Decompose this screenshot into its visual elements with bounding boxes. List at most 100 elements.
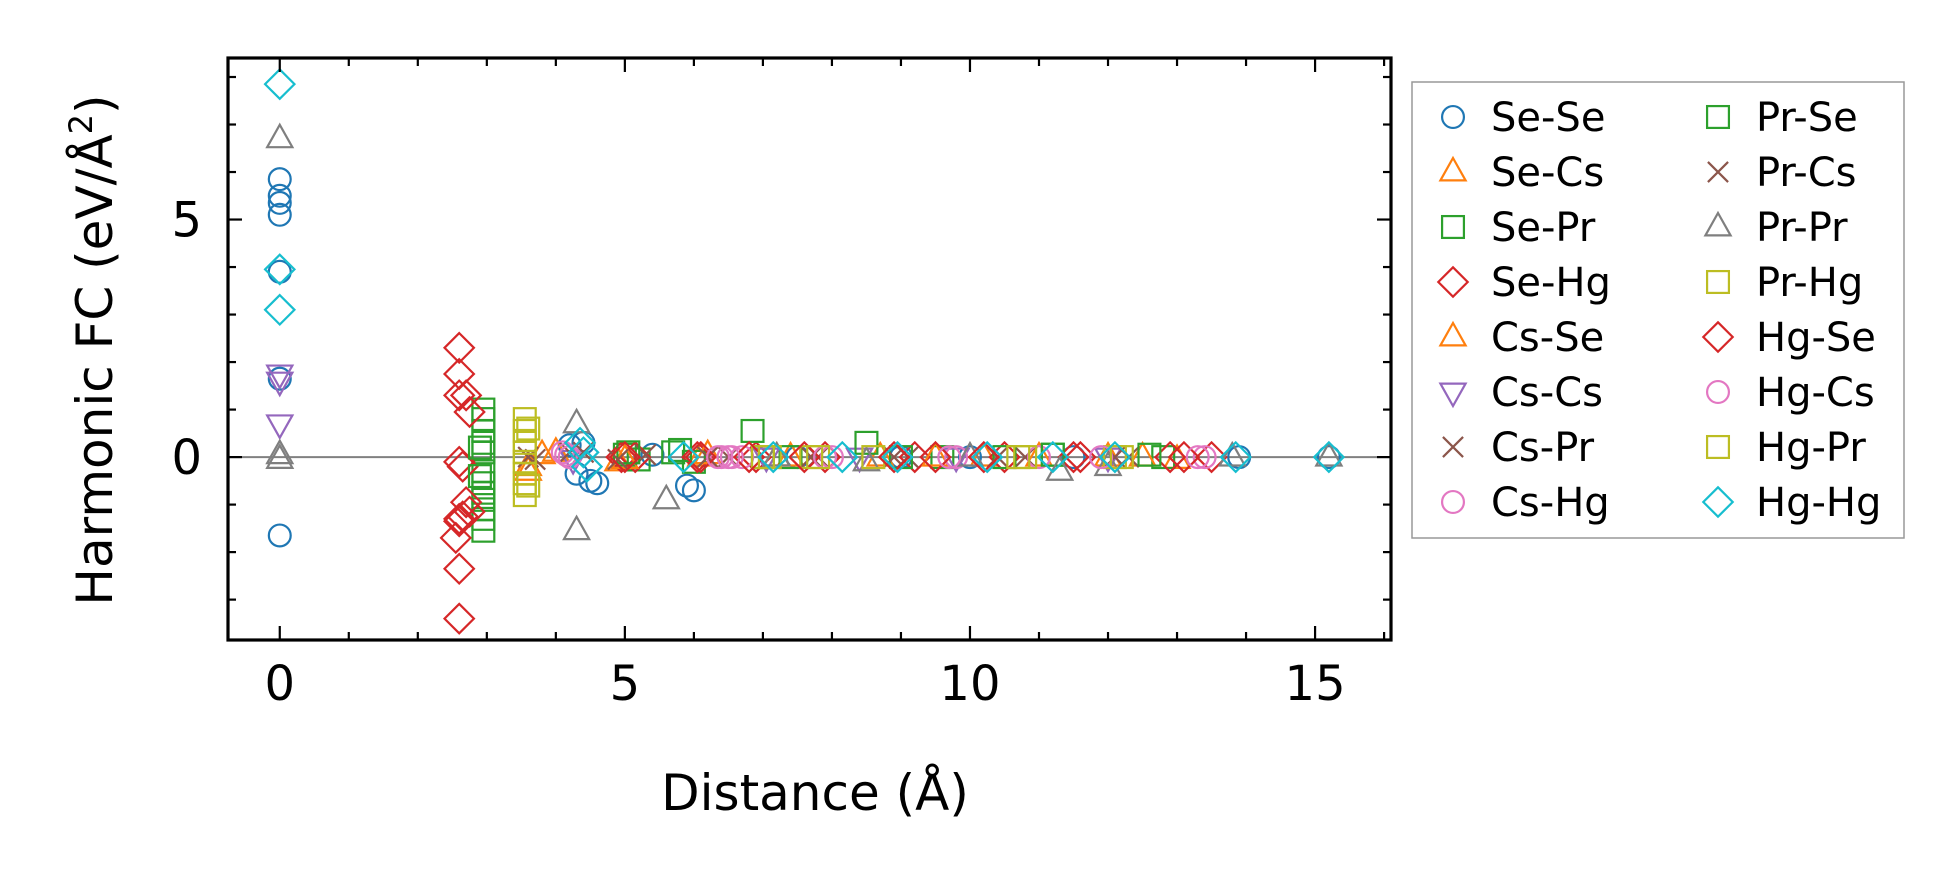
series-hg-cs: [554, 442, 1210, 470]
x-tick-label: 5: [610, 656, 641, 712]
legend-marker-pr-cs: [1707, 161, 1729, 183]
point-hg-cs: [716, 445, 741, 470]
point-hg-hg: [263, 293, 297, 327]
x-tick-label: 15: [1285, 656, 1346, 712]
legend-marker-hg-cs: [1705, 379, 1731, 405]
legend-marker-hg-hg: [1701, 485, 1735, 519]
point-cs-cs: [265, 364, 295, 391]
point-hg-se: [967, 440, 1001, 474]
point-hg-cs: [1185, 445, 1210, 470]
point-cs-hg: [730, 445, 755, 470]
point-pr-se: [1137, 442, 1162, 467]
point-se-se: [1061, 445, 1086, 470]
point-se-hg: [442, 552, 476, 585]
y-tick-label: 5: [171, 193, 202, 249]
y-axis-label-main: Harmonic FC (eV/Å: [66, 134, 124, 605]
point-se-pr: [471, 440, 496, 465]
legend-frame: [1411, 81, 1905, 539]
legend-label-se-pr: Se-Pr: [1491, 205, 1596, 251]
point-hg-hg: [881, 440, 914, 474]
point-hg-hg: [263, 253, 297, 286]
legend-label-hg-cs: Hg-Cs: [1756, 370, 1875, 416]
point-hg-hg: [667, 440, 700, 474]
point-pr-cs: [607, 448, 629, 471]
point-se-pr: [1151, 445, 1176, 470]
point-se-hg: [1195, 440, 1228, 474]
point-pr-pr: [265, 438, 295, 465]
y-axis-label-superscript: 2: [62, 114, 100, 134]
point-se-hg: [442, 602, 476, 635]
legend: Se-Se Se-Cs Se-Pr Se-Hg Cs-Se Cs-Cs Cs-Pr Cs-Hg…: [1411, 81, 1905, 539]
point-hg-hg: [263, 67, 297, 101]
point-se-hg: [449, 379, 483, 412]
point-se-hg: [739, 440, 773, 474]
point-hg-hg: [970, 440, 1004, 474]
point-pr-cs: [800, 446, 823, 468]
legend-label-hg-se: Hg-Se: [1756, 315, 1876, 361]
x-axis-label: Distance (Å): [661, 764, 969, 822]
point-hg-cs: [706, 445, 731, 470]
series-pr-pr: [265, 122, 1344, 541]
point-pr-pr: [762, 440, 792, 467]
legend-marker-pr-se: [1705, 104, 1731, 130]
point-pr-hg: [512, 483, 537, 508]
point-hg-se: [1167, 440, 1201, 474]
point-pr-se: [992, 445, 1017, 470]
point-hg-se: [608, 440, 642, 474]
legend-label-se-hg: Se-Hg: [1491, 260, 1611, 306]
legend-label-pr-hg: Pr-Hg: [1756, 260, 1863, 306]
point-hg-hg: [1036, 440, 1070, 474]
point-se-se: [681, 478, 706, 503]
point-cs-cs: [265, 371, 295, 398]
legend-label-se-cs: Se-Cs: [1491, 150, 1604, 196]
point-se-se: [640, 442, 665, 467]
point-se-hg: [446, 450, 479, 483]
data-marks: [263, 67, 1346, 635]
point-cs-hg: [1192, 445, 1217, 470]
point-pr-se: [854, 430, 879, 455]
point-hg-se: [877, 440, 911, 474]
point-hg-hg: [570, 450, 604, 483]
point-se-se: [267, 190, 292, 215]
point-pr-pr: [1217, 440, 1247, 467]
point-hg-se: [684, 440, 718, 474]
point-hg-hg: [1098, 440, 1132, 474]
legend-label-pr-se: Pr-Se: [1756, 95, 1858, 141]
legend-marker-cs-cs: [1438, 382, 1468, 409]
point-se-se: [674, 473, 700, 498]
point-hg-pr: [516, 473, 541, 498]
point-pr-se: [467, 435, 492, 460]
point-hg-hg: [567, 436, 600, 469]
legend-marker-cs-se: [1438, 320, 1468, 347]
legend-marker-pr-pr: [1703, 210, 1733, 237]
point-hg-hg: [1312, 440, 1346, 474]
legend-label-hg-pr: Hg-Pr: [1756, 425, 1866, 471]
point-hg-hg: [757, 440, 790, 474]
point-hg-se: [442, 379, 476, 412]
legend-marker-se-se: [1440, 104, 1466, 130]
point-hg-se: [919, 440, 952, 474]
point-hg-pr: [1013, 445, 1038, 470]
legend-label-cs-pr: Cs-Pr: [1491, 425, 1595, 471]
legend-label-cs-se: Cs-Se: [1491, 315, 1604, 361]
legend-marker-hg-pr: [1705, 434, 1731, 460]
point-se-se: [267, 202, 292, 227]
point-cs-hg: [819, 445, 844, 470]
point-se-se: [957, 445, 982, 470]
point-cs-se: [1024, 440, 1054, 467]
legend-marker-cs-hg: [1440, 489, 1466, 515]
point-se-pr: [778, 445, 803, 470]
point-cs-hg: [1026, 445, 1052, 470]
point-hg-cs: [1089, 445, 1114, 470]
legend-label-pr-pr: Pr-Pr: [1756, 205, 1848, 251]
point-se-hg: [453, 395, 486, 429]
point-se-se: [267, 523, 292, 548]
legend-marker-hg-se: [1701, 320, 1735, 354]
point-cs-hg: [944, 445, 969, 470]
legend-marker-se-cs: [1438, 155, 1468, 182]
point-pr-pr: [265, 122, 295, 149]
point-se-hg: [449, 485, 483, 519]
point-se-se: [1316, 445, 1341, 470]
point-pr-pr: [1045, 455, 1075, 481]
